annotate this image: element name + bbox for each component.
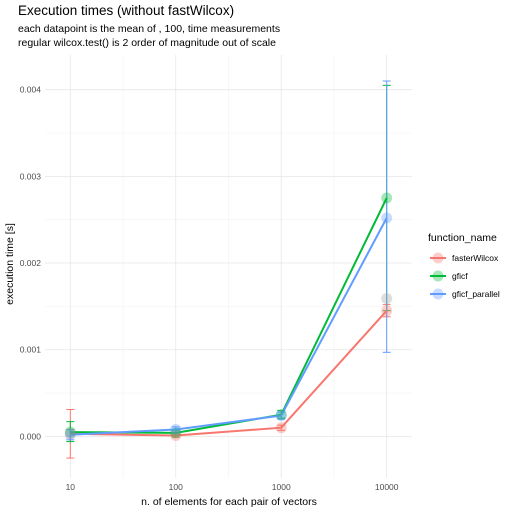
x-tick-label: 1000 (272, 482, 291, 492)
series-layer (64, 80, 393, 459)
data-point-fasterWilcox (170, 430, 182, 442)
grid (45, 55, 412, 478)
error-bar (382, 80, 391, 353)
y-axis-ticks: 0.000 0.001 0.002 0.003 0.004 (20, 85, 42, 442)
data-point-gficf (170, 427, 182, 439)
data-point-gficf (64, 426, 76, 438)
legend-item-label: fasterWilcox (452, 253, 499, 263)
data-point-fasterWilcox (381, 305, 393, 317)
legend-key-point (432, 288, 444, 300)
data-point-gficf (381, 192, 393, 204)
data-point-gficf_parallel (275, 410, 287, 422)
legend: function_name fasterWilcox gficf gficf_par… (428, 232, 500, 300)
data-point-gficf_parallel (170, 423, 182, 435)
y-tick-label: 0.001 (20, 345, 42, 355)
x-tick-label: 10 (66, 482, 76, 492)
x-axis-label: n. of elements for each pair of vectors (141, 496, 317, 508)
chart-subtitle-line-2: regular wilcox.test() is 2 order of magn… (18, 37, 276, 49)
series-line-gficf_parallel (70, 217, 388, 436)
legend-key-point (432, 270, 444, 282)
data-point-fasterWilcox (275, 422, 287, 434)
y-tick-label: 0.004 (20, 85, 42, 95)
x-axis-ticks: 10 100 1000 10000 (66, 482, 399, 492)
y-tick-label: 0.002 (20, 258, 42, 268)
legend-item-label: gficf (452, 271, 468, 281)
y-axis-label: execution time [s] (4, 223, 16, 305)
y-tick-label: 0.003 (20, 171, 42, 181)
data-point-gficf_parallel (381, 212, 393, 224)
data-point-gficf_parallel (64, 429, 76, 441)
x-tick-label: 100 (169, 482, 183, 492)
series-line-fasterWilcox (70, 310, 388, 437)
y-tick-label: 0.000 (20, 431, 42, 441)
chart-subtitle-line-1: each datapoint is the mean of , 100, tim… (18, 23, 280, 35)
legend-key-point (432, 252, 444, 264)
chart-title: Execution times (without fastWilcox) (18, 3, 234, 18)
data-point-fasterWilcox (64, 428, 76, 440)
data-point-extra (381, 293, 393, 305)
legend-item-label: gficf_parallel (452, 289, 500, 299)
data-point-gficf (275, 409, 287, 421)
x-tick-label: 10000 (375, 482, 399, 492)
legend-title: function_name (428, 232, 497, 244)
